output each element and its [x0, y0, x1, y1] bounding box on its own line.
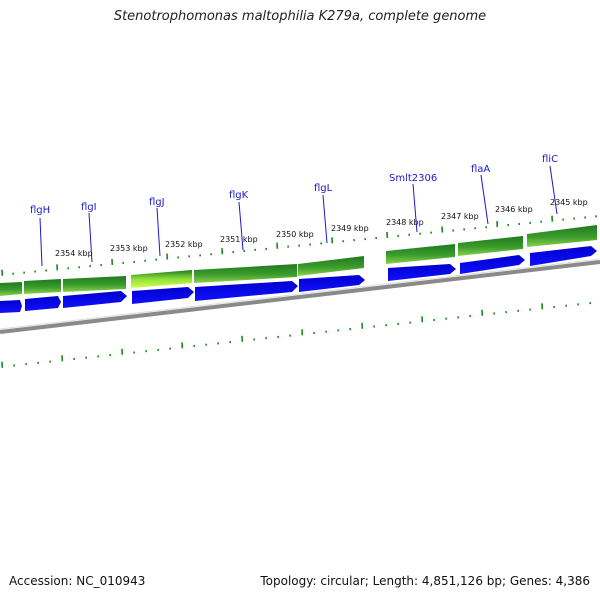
cds-arrow[interactable] [388, 264, 456, 281]
gene-feature[interactable] [458, 236, 523, 256]
leader-line [549, 165, 558, 215]
cds-arrow[interactable] [195, 281, 298, 301]
gene-feature-highlight[interactable] [131, 270, 192, 288]
cds-arrow[interactable] [132, 287, 194, 304]
map-title: Stenotrophomonas maltophilia K279a, comp… [113, 9, 487, 24]
kbp-label: 2351 kbp [220, 235, 258, 244]
scale-tick-ring [1, 215, 598, 276]
gene-label-flgJ[interactable]: flgJ [149, 197, 165, 208]
gene-label-flaA[interactable]: flaA [471, 164, 490, 175]
accession-label: Accession: NC_010943 [9, 574, 146, 588]
genome-backbone [0, 260, 600, 334]
kbp-label: 2346 kbp [495, 205, 533, 214]
cds-arrow[interactable] [299, 275, 365, 292]
kbp-scale-labels: 2354 kbp 2353 kbp 2352 kbp 2351 kbp 2350… [55, 198, 588, 258]
gene-labels: flgH flgI flgJ flgK flgL Smlt2306 flaA f… [30, 154, 558, 216]
gene-feature[interactable] [298, 256, 364, 276]
gene-feature[interactable] [24, 279, 61, 294]
gene-label-flgI[interactable]: flgI [81, 202, 97, 213]
genome-backbone-highlight [0, 258, 600, 330]
leader-line [238, 201, 244, 251]
gene-feature[interactable] [527, 225, 597, 247]
leader-line [412, 183, 418, 233]
leader-line [39, 217, 43, 267]
gene-label-fliC[interactable]: fliC [542, 154, 558, 165]
kbp-label: 2345 kbp [550, 198, 588, 207]
gene-feature[interactable] [386, 244, 455, 264]
kbp-label: 2354 kbp [55, 249, 93, 258]
cds-arrow[interactable] [530, 246, 597, 266]
topology-label: Topology: circular; Length: 4,851,126 bp… [260, 574, 590, 588]
cds-track [0, 246, 597, 313]
leader-line [156, 207, 161, 257]
cds-arrow[interactable] [0, 300, 22, 313]
leader-line [480, 174, 489, 225]
kbp-label: 2353 kbp [110, 244, 148, 253]
cds-arrow[interactable] [63, 291, 127, 308]
gene-label-flgH[interactable]: flgH [30, 205, 50, 216]
kbp-label: 2350 kbp [276, 230, 314, 239]
inner-tick-ring [1, 301, 592, 368]
gene-label-flgK[interactable]: flgK [229, 190, 249, 201]
leader-line [322, 194, 328, 244]
cds-arrow[interactable] [460, 255, 525, 274]
gene-feature[interactable] [194, 264, 297, 283]
kbp-label: 2348 kbp [386, 218, 424, 227]
leader-line [88, 212, 93, 263]
gene-label-leaders [39, 165, 558, 267]
cds-arrow[interactable] [25, 296, 61, 311]
gene-feature[interactable] [0, 282, 22, 296]
feature-track [0, 225, 597, 296]
gene-label-flgL[interactable]: flgL [314, 183, 333, 194]
kbp-label: 2347 kbp [441, 212, 479, 221]
gene-feature[interactable] [63, 276, 126, 292]
kbp-label: 2349 kbp [331, 224, 369, 233]
kbp-label: 2352 kbp [165, 240, 203, 249]
gene-label-Smlt2306[interactable]: Smlt2306 [389, 173, 437, 184]
